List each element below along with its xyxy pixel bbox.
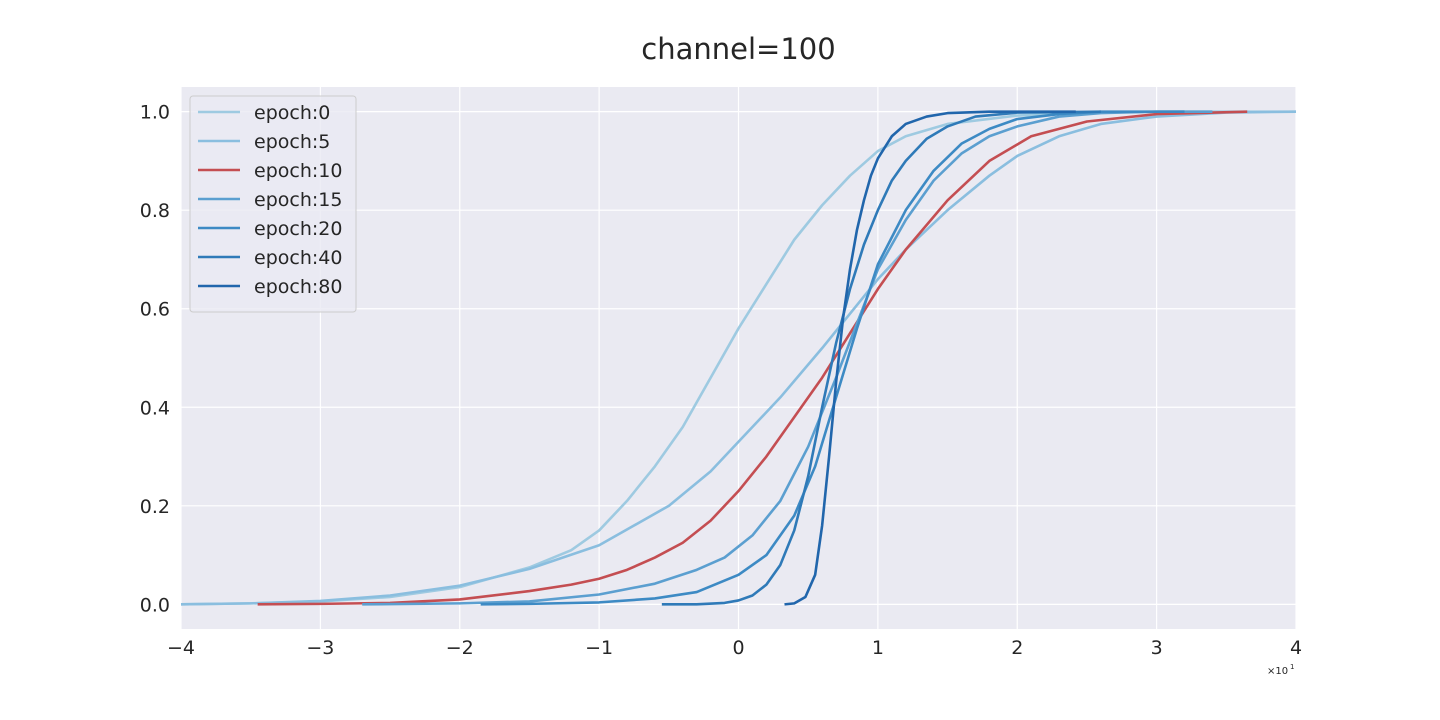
x-tick-label: 3 <box>1151 637 1163 659</box>
y-tick-label: 0.2 <box>140 496 170 518</box>
y-tick-label: 0.8 <box>140 200 170 222</box>
y-tick-label: 0.6 <box>140 299 170 321</box>
y-axis-ticks: 0.0 0.2 0.4 0.6 0.8 1.0 <box>140 102 170 617</box>
y-tick-label: 1.0 <box>140 102 170 124</box>
chart-title: channel=100 <box>641 32 835 66</box>
series-line-epoch-10 <box>257 110 1248 606</box>
x-tick-label: −4 <box>167 637 195 659</box>
series-lines <box>180 110 1297 606</box>
y-tick-label: 0.0 <box>140 594 170 616</box>
series-line-epoch-15 <box>362 110 1213 606</box>
x-tick-label: −3 <box>306 637 334 659</box>
x-tick-label: −2 <box>446 637 474 659</box>
series-line-epoch-0 <box>180 110 1296 606</box>
x-axis-ticks: −4 −3 −2 −1 0 1 2 3 4 <box>167 637 1302 659</box>
legend-label: epoch:5 <box>254 131 330 153</box>
legend: epoch:0 epoch:5 epoch:10 epoch:15 epoch:20 ep… <box>189 95 357 313</box>
legend-label: epoch:10 <box>254 160 342 182</box>
x-offset-base: ×10 <box>1267 666 1288 677</box>
legend-label: epoch:20 <box>254 218 342 240</box>
x-tick-label: 0 <box>732 637 744 659</box>
legend-label: epoch:0 <box>254 102 330 124</box>
x-tick-label: 4 <box>1290 637 1302 659</box>
legend-label: epoch:40 <box>254 247 342 269</box>
legend-label: epoch:15 <box>254 189 342 211</box>
y-tick-label: 0.4 <box>140 397 170 419</box>
x-tick-label: 2 <box>1011 637 1023 659</box>
x-tick-label: −1 <box>585 637 613 659</box>
series-line-epoch-5 <box>180 110 1297 606</box>
x-tick-label: 1 <box>872 637 884 659</box>
series-line-epoch-80 <box>784 110 1076 606</box>
series-line-epoch-20 <box>480 110 1185 606</box>
x-axis-offset-label: ×10 1 <box>1267 663 1294 677</box>
legend-label: epoch:80 <box>254 276 342 298</box>
grid-lines <box>180 87 1297 629</box>
x-offset-exponent: 1 <box>1290 663 1294 671</box>
series-line-epoch-40 <box>661 110 1101 606</box>
